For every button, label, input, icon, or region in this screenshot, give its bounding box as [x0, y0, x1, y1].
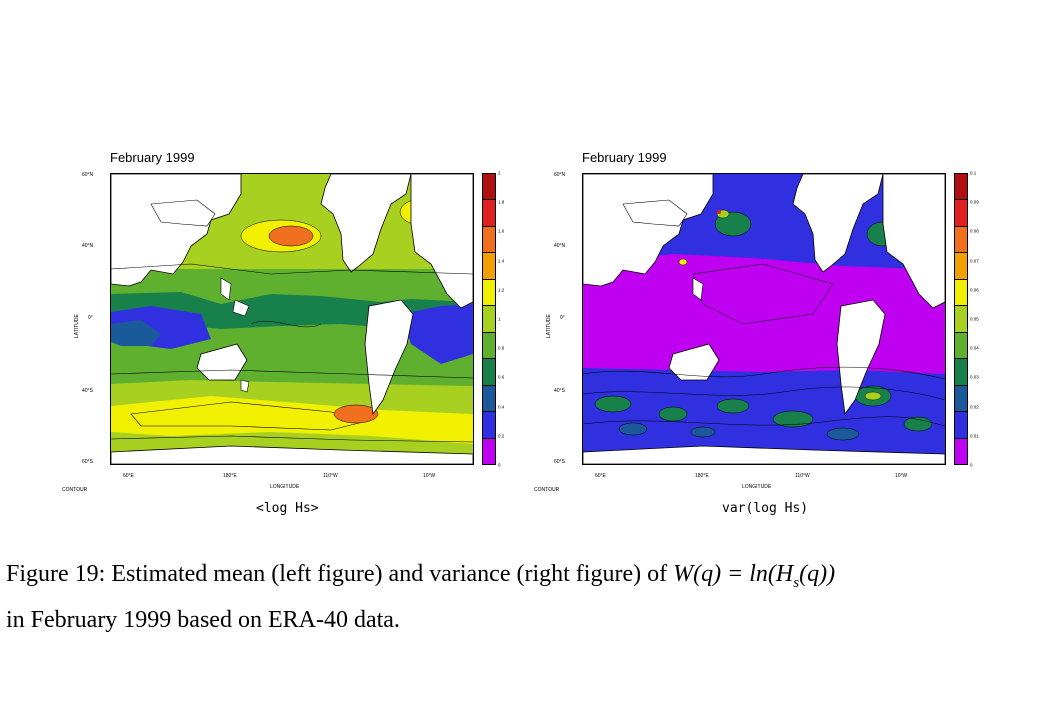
right-y-tick: 40°N	[554, 243, 566, 249]
left-cbar-tick: 1.8	[498, 199, 505, 205]
left-ocean-map	[110, 173, 474, 465]
right-cbar-tick: 0.03	[970, 374, 979, 380]
right-cbar-tick: 0.06	[970, 287, 979, 293]
left-x-axis-title: LONGITUDE	[270, 484, 300, 490]
left-cbar-tick: 0.4	[498, 404, 505, 410]
right-figure-panel: February 1999 60°N 40°N 0° 40°S 60°S LAT…	[530, 148, 979, 528]
caption-prefix: Figure 19: Estimated mean (left figure) …	[6, 561, 674, 587]
right-colorbar	[954, 173, 968, 465]
left-cbar-tick: 0	[498, 462, 501, 468]
left-contour-note: CONTOUR	[62, 487, 88, 493]
right-cbar-tick: 0.08	[970, 228, 979, 234]
right-x-tick: 110°W	[795, 473, 810, 479]
left-cbar-tick: 1.6	[498, 228, 505, 234]
left-cbar-tick: 2	[498, 170, 501, 176]
right-subcaption: var(log Hs)	[722, 501, 809, 516]
left-y-tick: 0°	[88, 315, 93, 321]
right-x-tick: 60°E	[595, 473, 606, 479]
left-y-tick: 60°N	[82, 172, 94, 178]
left-figure-title: February 1999	[110, 150, 195, 165]
left-cbar-tick: 1.4	[498, 258, 505, 264]
right-cbar-tick: 0	[970, 462, 973, 468]
caption-formula: W(q) = ln(H	[673, 561, 794, 587]
right-cbar-tick: 0.09	[970, 199, 979, 205]
left-x-tick: 110°W	[323, 473, 338, 479]
right-y-tick: 40°S	[554, 388, 565, 394]
right-y-tick: 0°	[560, 315, 565, 321]
right-cbar-tick: 0.1	[970, 170, 977, 176]
left-cbar-tick: 0.6	[498, 374, 505, 380]
right-y-axis-title: LATITUDE	[546, 314, 552, 338]
right-y-tick: 60°S	[554, 459, 565, 465]
figure-caption: Figure 19: Estimated mean (left figure) …	[6, 556, 1036, 639]
right-cbar-tick: 0.04	[970, 345, 979, 351]
left-y-tick: 40°S	[82, 388, 93, 394]
left-x-tick: 10°W	[423, 473, 436, 479]
right-contour-note: CONTOUR	[534, 487, 560, 493]
caption-line-1: Figure 19: Estimated mean (left figure) …	[6, 556, 1036, 602]
left-figure-panel: February 1999 60°N 40°N 0° 40°S 60°S LAT…	[58, 148, 504, 528]
left-colorbar	[482, 173, 496, 465]
right-cbar-tick: 0.05	[970, 316, 979, 322]
caption-subscript: s	[793, 574, 800, 591]
right-x-axis-title: LONGITUDE	[742, 484, 772, 490]
caption-formula-end: (q))	[799, 561, 836, 587]
right-x-tick: 180°E	[695, 473, 709, 479]
left-x-tick: 180°E	[223, 473, 237, 479]
left-cbar-tick: 0.2	[498, 433, 505, 439]
left-cbar-tick: 1.2	[498, 287, 505, 293]
left-y-tick: 60°S	[82, 459, 93, 465]
left-y-axis-title: LATITUDE	[74, 314, 80, 338]
right-figure-title: February 1999	[582, 150, 667, 165]
left-subcaption: <log Hs>	[256, 501, 319, 516]
caption-line-2: in February 1999 based on ERA-40 data.	[6, 606, 400, 633]
right-cbar-tick: 0.02	[970, 404, 979, 410]
left-x-tick: 60°E	[123, 473, 134, 479]
right-x-tick: 10°W	[895, 473, 908, 479]
right-cbar-tick: 0.01	[970, 433, 979, 439]
left-cbar-tick: 1	[498, 316, 501, 322]
left-y-tick: 40°N	[82, 243, 94, 249]
right-y-tick: 60°N	[554, 172, 566, 178]
right-ocean-map	[582, 173, 946, 465]
right-cbar-tick: 0.07	[970, 258, 979, 264]
left-cbar-tick: 0.8	[498, 345, 505, 351]
